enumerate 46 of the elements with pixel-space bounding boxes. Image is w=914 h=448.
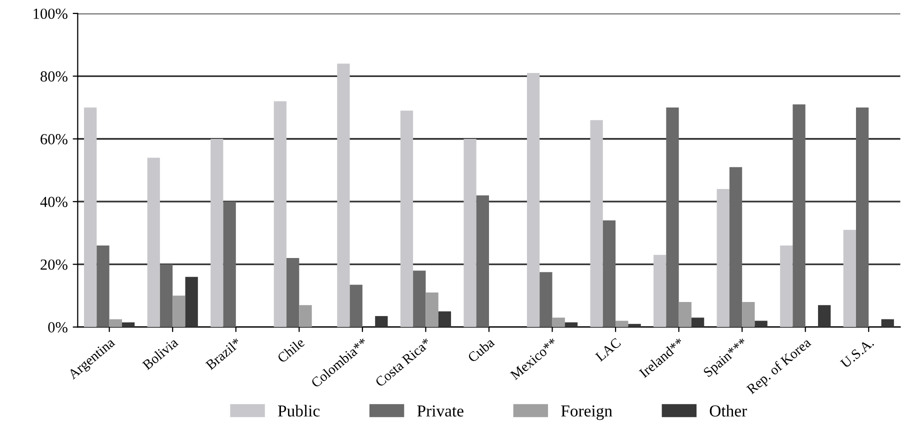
bar bbox=[540, 272, 552, 328]
bar bbox=[792, 104, 806, 328]
legend-label: Public bbox=[278, 404, 320, 417]
y-tick-label: 0% bbox=[48, 322, 68, 333]
legend-label: Private bbox=[417, 405, 464, 417]
bar bbox=[337, 64, 350, 328]
bar bbox=[96, 246, 110, 328]
bar bbox=[666, 108, 679, 328]
bar bbox=[172, 296, 186, 328]
bar bbox=[843, 230, 856, 328]
legend-label: Foreign bbox=[561, 405, 612, 420]
bar bbox=[400, 110, 414, 328]
bar bbox=[147, 158, 160, 328]
bar bbox=[678, 302, 692, 328]
x-tick-label: Cuba bbox=[466, 336, 496, 363]
bar bbox=[210, 138, 224, 328]
bar bbox=[160, 264, 173, 328]
bar bbox=[590, 120, 603, 328]
legend-label: Other bbox=[710, 404, 747, 417]
bar bbox=[476, 195, 489, 328]
y-tick-label: 40% bbox=[40, 196, 68, 208]
bar bbox=[350, 284, 362, 328]
bar bbox=[552, 318, 565, 328]
x-tick-label: Chile bbox=[276, 337, 306, 364]
bar bbox=[526, 73, 540, 328]
bar bbox=[742, 302, 755, 328]
y-tick-label: 80% bbox=[40, 71, 68, 82]
bar bbox=[654, 254, 666, 328]
bar bbox=[109, 319, 122, 328]
y-tick-label: 20% bbox=[40, 259, 68, 270]
bar bbox=[223, 202, 236, 328]
bar bbox=[299, 305, 312, 328]
bar bbox=[426, 292, 438, 328]
bar bbox=[716, 189, 730, 328]
bar bbox=[616, 320, 628, 328]
bar bbox=[286, 258, 300, 328]
bar bbox=[856, 108, 869, 328]
bar bbox=[464, 138, 476, 328]
bar bbox=[602, 220, 616, 328]
bar bbox=[274, 101, 287, 328]
bar bbox=[729, 167, 742, 328]
bar bbox=[84, 108, 97, 328]
bar bbox=[413, 270, 426, 328]
y-tick-label: 100% bbox=[34, 8, 68, 19]
y-tick-label: 60% bbox=[40, 134, 68, 144]
bar bbox=[780, 246, 793, 328]
